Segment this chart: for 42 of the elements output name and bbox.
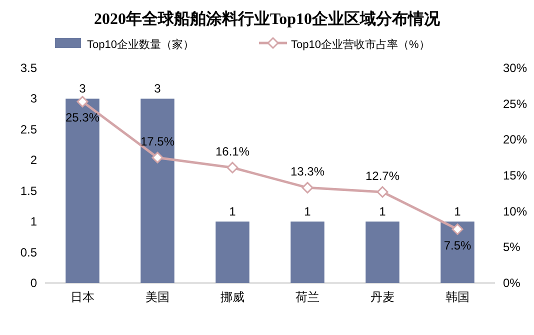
data-label: 1 [379,204,386,219]
point [452,224,464,235]
y-tick-label: 2.5 [20,122,38,136]
y-tick-label: 1 [30,214,38,229]
x-tick-label: 荷兰 [296,290,320,304]
y-tick-label: 2 [30,153,38,168]
point [76,96,88,108]
data-label: 25.3% [65,110,100,125]
x-tick-label: 丹麦 [370,290,394,304]
y2-tick-label: 10% [503,204,528,218]
x-tick-label: 美国 [146,290,170,304]
chart-title: 2020年全球船舶涂料行业Top10企业区域分布情况 [94,10,442,28]
data-label: 3 [79,82,86,96]
x-tick-label: 挪威 [220,290,244,304]
y2-tick-label: 30% [503,61,528,75]
data-label: 12.7% [365,168,400,183]
data-label: 1 [304,204,312,219]
data-label: 3 [154,82,162,96]
y2-tick-label: 20% [503,132,528,147]
data-label: 17.5% [140,134,175,149]
point [302,182,314,194]
y-tick-label: 0 [30,276,38,290]
y-tick-label: 3.5 [20,61,38,75]
point [226,162,238,174]
data-label: 7.5% [444,238,472,252]
data-label: 1 [454,204,462,219]
y-tick-label: 0.5 [20,245,38,260]
y2-tick-label: 15% [503,168,528,182]
x-tick-label: 韩国 [446,290,470,304]
data-label: 13.3% [290,164,325,179]
y2-tick-label: 5% [503,240,521,254]
legend-label: Top10企业营收市占率（%） [291,38,430,51]
point [152,152,164,164]
data-label: 16.1% [215,144,250,159]
legend-label: Top10企业数量（家） [87,38,194,51]
y-tick-label: 1.5 [20,184,38,198]
y2-tick-label: 0% [503,276,521,290]
data-label: 1 [229,204,236,219]
y-tick-label: 3 [30,92,38,106]
y2-tick-label: 25% [503,96,528,111]
x-tick-label: 日本 [70,290,94,304]
point [376,186,388,198]
